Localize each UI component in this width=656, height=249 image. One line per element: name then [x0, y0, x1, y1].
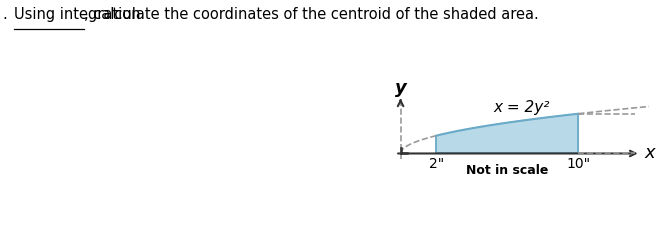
Text: y: y: [395, 79, 407, 97]
Text: 10": 10": [566, 157, 590, 171]
Text: x = 2y²: x = 2y²: [493, 100, 549, 115]
Polygon shape: [436, 114, 579, 153]
Text: , calculate the coordinates of the centroid of the shaded area.: , calculate the coordinates of the centr…: [84, 7, 539, 22]
Text: Not in scale: Not in scale: [466, 164, 548, 177]
Text: .: .: [3, 7, 12, 22]
Text: x: x: [644, 144, 655, 163]
Text: Using integration: Using integration: [14, 7, 141, 22]
Text: 2": 2": [428, 157, 443, 171]
